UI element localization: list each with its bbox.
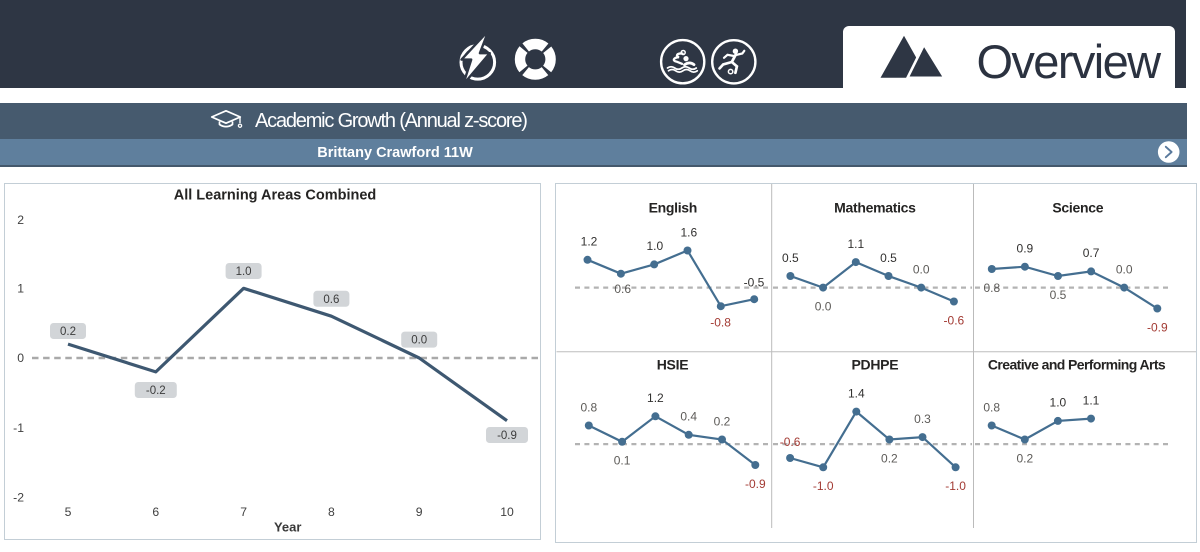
svg-text:2: 2 bbox=[17, 213, 24, 227]
svg-text:English: English bbox=[649, 200, 697, 216]
svg-text:1.2: 1.2 bbox=[581, 235, 598, 249]
svg-text:0.8: 0.8 bbox=[580, 400, 597, 414]
svg-text:10: 10 bbox=[500, 505, 514, 519]
svg-text:1.4: 1.4 bbox=[848, 386, 865, 400]
svg-text:1.6: 1.6 bbox=[680, 225, 697, 239]
svg-text:0.0: 0.0 bbox=[411, 335, 427, 347]
svg-text:0.2: 0.2 bbox=[1016, 451, 1033, 465]
svg-text:9: 9 bbox=[416, 505, 423, 519]
svg-text:0.8: 0.8 bbox=[983, 281, 1000, 295]
svg-text:-2: -2 bbox=[13, 491, 24, 505]
svg-text:0.9: 0.9 bbox=[1017, 242, 1034, 256]
svg-text:Mathematics: Mathematics bbox=[834, 200, 916, 216]
svg-text:-0.6: -0.6 bbox=[944, 313, 965, 327]
svg-text:-0.6: -0.6 bbox=[780, 435, 801, 449]
svg-text:-0.9: -0.9 bbox=[745, 477, 766, 491]
svg-text:-0.9: -0.9 bbox=[1147, 320, 1168, 334]
svg-text:5: 5 bbox=[65, 505, 72, 519]
svg-text:-0.9: -0.9 bbox=[497, 430, 517, 442]
svg-text:1.1: 1.1 bbox=[847, 237, 864, 251]
svg-text:1: 1 bbox=[17, 281, 24, 295]
svg-text:1.1: 1.1 bbox=[1083, 393, 1100, 407]
svg-text:-1.0: -1.0 bbox=[945, 479, 966, 493]
svg-text:0.2: 0.2 bbox=[714, 414, 731, 428]
svg-text:PDHPE: PDHPE bbox=[852, 357, 899, 373]
svg-text:Creative and Performing Arts: Creative and Performing Arts bbox=[988, 357, 1166, 373]
svg-text:0.0: 0.0 bbox=[815, 299, 832, 313]
svg-text:0.7: 0.7 bbox=[1083, 246, 1100, 260]
svg-text:0.3: 0.3 bbox=[914, 412, 931, 426]
svg-text:0.8: 0.8 bbox=[983, 400, 1000, 414]
svg-text:0.2: 0.2 bbox=[60, 326, 76, 338]
svg-text:All Learning Areas Combined: All Learning Areas Combined bbox=[174, 188, 377, 204]
svg-text:-0.8: -0.8 bbox=[710, 315, 731, 329]
svg-text:0.0: 0.0 bbox=[913, 262, 930, 276]
svg-text:HSIE: HSIE bbox=[657, 357, 688, 373]
svg-text:7: 7 bbox=[240, 505, 247, 519]
svg-text:0.6: 0.6 bbox=[323, 294, 339, 306]
svg-text:1.2: 1.2 bbox=[647, 391, 664, 405]
svg-text:0.1: 0.1 bbox=[614, 454, 631, 468]
svg-text:1.0: 1.0 bbox=[646, 239, 663, 253]
svg-text:0.5: 0.5 bbox=[782, 251, 799, 265]
svg-text:0.5: 0.5 bbox=[880, 251, 897, 265]
svg-text:1.0: 1.0 bbox=[1050, 396, 1067, 410]
svg-text:1.0: 1.0 bbox=[236, 266, 252, 278]
svg-text:Science: Science bbox=[1052, 200, 1103, 216]
svg-text:0.5: 0.5 bbox=[1050, 288, 1067, 302]
svg-text:8: 8 bbox=[328, 505, 335, 519]
svg-text:-0.2: -0.2 bbox=[146, 385, 166, 397]
svg-text:0: 0 bbox=[17, 351, 24, 365]
svg-text:0.2: 0.2 bbox=[881, 451, 898, 465]
svg-text:-0.5: -0.5 bbox=[744, 276, 765, 290]
svg-text:-1: -1 bbox=[13, 421, 24, 435]
svg-text:0.4: 0.4 bbox=[680, 410, 697, 424]
svg-text:6: 6 bbox=[152, 505, 159, 519]
svg-text:0.0: 0.0 bbox=[1116, 262, 1133, 276]
svg-text:-1.0: -1.0 bbox=[813, 479, 834, 493]
svg-text:0.6: 0.6 bbox=[614, 282, 631, 296]
svg-text:Year: Year bbox=[274, 520, 301, 535]
